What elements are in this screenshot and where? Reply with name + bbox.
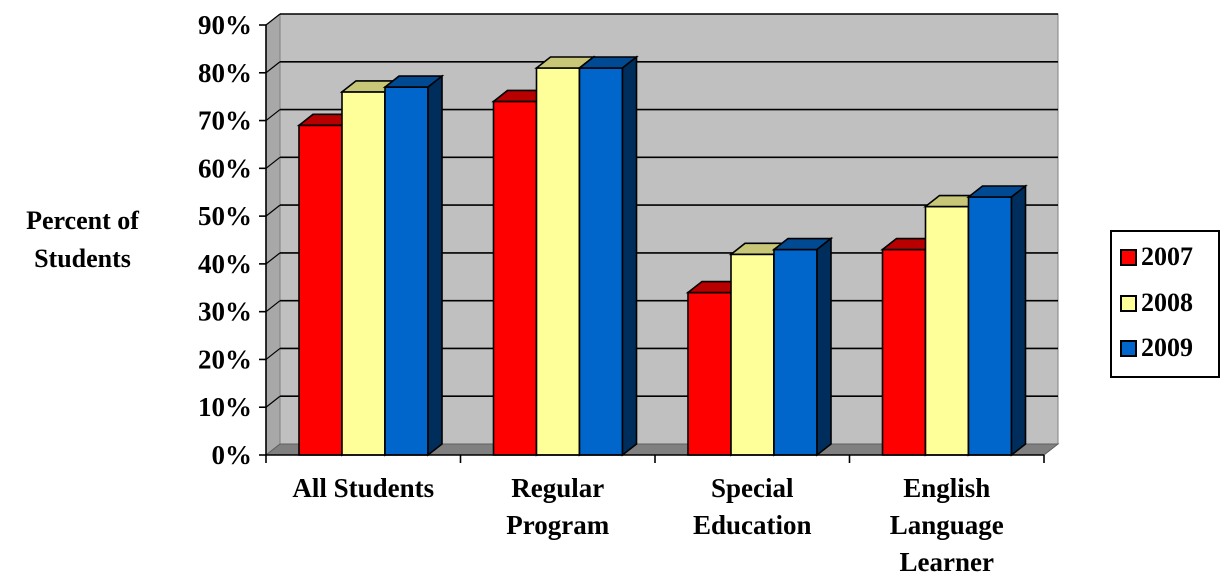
plot-side-wall (265, 12, 281, 457)
bar-front (773, 248, 818, 456)
legend-swatch-2007 (1120, 248, 1137, 266)
gridline-side (265, 252, 281, 265)
bar-side (427, 74, 443, 457)
x-tick-label-line: Education (693, 510, 812, 540)
legend-label-2007: 2007 (1141, 242, 1193, 271)
bar-front (924, 205, 970, 456)
y-axis-title-line-2: Students (34, 244, 131, 273)
bar-front (298, 124, 343, 456)
legend: 2007 2008 2009 (1110, 230, 1220, 378)
bar (771, 236, 834, 457)
axes (259, 24, 1045, 463)
y-tick-label: 50% (198, 201, 252, 231)
bars (296, 55, 1028, 457)
bar-front (341, 91, 386, 456)
bar-front (967, 196, 1013, 456)
bar-front (384, 86, 429, 456)
x-tick-label-line: Language (890, 510, 1004, 540)
gridline-side (265, 109, 281, 122)
y-tick-label: 90% (198, 10, 252, 40)
gridline-side (265, 156, 281, 169)
y-tick-label: 60% (198, 153, 252, 183)
y-tick-label: 70% (198, 106, 252, 136)
gridline-side (265, 347, 281, 360)
bar-side (1010, 184, 1027, 457)
bar-front (687, 291, 732, 456)
gridline-side (265, 395, 281, 408)
bar-side (621, 55, 638, 457)
legend-swatch-2008 (1120, 294, 1137, 312)
bar (966, 184, 1028, 457)
gridline-side (265, 204, 281, 217)
x-tick-label-line: Program (506, 510, 609, 540)
legend-swatch-2009 (1120, 339, 1137, 357)
y-tick-label: 10% (198, 392, 252, 422)
y-tick-label: 0% (212, 440, 253, 470)
y-tick-label: 30% (198, 297, 252, 327)
x-tick-label: Special Education (693, 473, 812, 540)
x-tick-label-line: Regular (511, 473, 604, 503)
bar (382, 74, 445, 457)
bar (577, 55, 639, 457)
x-tick-label: English Language Learner (890, 473, 1004, 577)
legend-label-2009: 2009 (1141, 333, 1193, 362)
gridline-side (265, 300, 281, 313)
x-tick-labels: All Students Regular Program Special Educati… (292, 473, 1003, 577)
bar-side (816, 236, 832, 457)
x-tick-label-line: Learner (900, 547, 994, 577)
bar-front (492, 100, 538, 456)
bar-front (881, 248, 927, 456)
x-tick-label-line: English (903, 473, 990, 503)
y-tick-label: 20% (198, 344, 252, 374)
y-tick-label: 40% (198, 249, 252, 279)
x-tick-label-line: Special (711, 473, 794, 503)
gridline-side (265, 61, 281, 74)
bar-front (578, 67, 624, 456)
y-tick-label: 80% (198, 58, 252, 88)
bar-front (535, 67, 581, 456)
x-tick-label: Regular Program (506, 473, 609, 540)
gridline-side (265, 13, 281, 26)
legend-item-2008: 2008 (1120, 288, 1193, 318)
y-tick-labels: 0% 10% 20% 30% 40% 50% 60% 70% 80% 90% (198, 10, 252, 470)
x-tick-label: All Students (292, 473, 434, 503)
legend-label-2008: 2008 (1141, 288, 1193, 317)
legend-item-2007: 2007 (1120, 242, 1193, 272)
legend-item-2009: 2009 (1120, 333, 1193, 363)
x-tick-label-line: All Students (292, 473, 434, 503)
y-axis-title: Percent of Students (0, 202, 165, 278)
y-axis-title-line-1: Percent of (26, 206, 139, 235)
bar-front (730, 253, 775, 456)
